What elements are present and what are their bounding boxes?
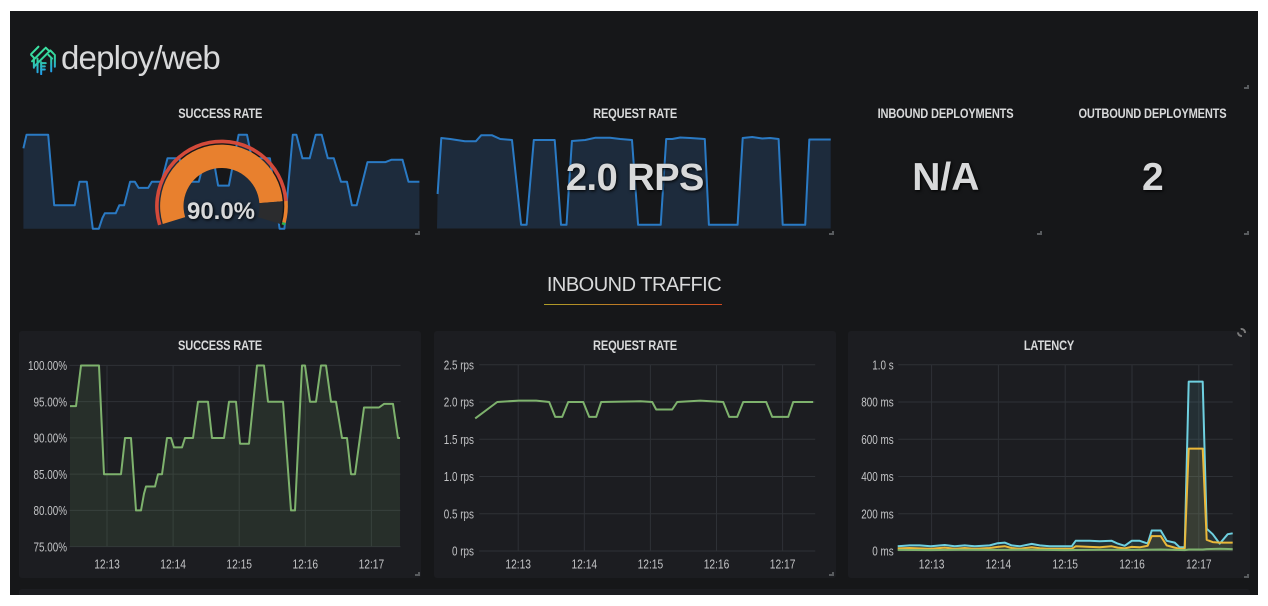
svg-text:400 ms: 400 ms [862, 469, 895, 484]
svg-text:600 ms: 600 ms [862, 432, 895, 447]
svg-text:12:13: 12:13 [94, 556, 120, 571]
svg-text:2.0 rps: 2.0 rps [444, 394, 475, 409]
svg-text:75.00%: 75.00% [34, 539, 68, 554]
svg-text:85.00%: 85.00% [34, 466, 68, 481]
svg-text:0 rps: 0 rps [452, 543, 474, 558]
svg-text:12:15: 12:15 [1053, 556, 1079, 571]
svg-text:90.00%: 90.00% [34, 430, 68, 445]
svg-text:12:16: 12:16 [293, 556, 319, 571]
svg-text:12:14: 12:14 [986, 556, 1012, 571]
svg-text:12:15: 12:15 [637, 556, 663, 571]
svg-text:95.00%: 95.00% [34, 394, 68, 409]
svg-text:0 ms: 0 ms [873, 543, 895, 558]
svg-text:200 ms: 200 ms [862, 506, 895, 521]
svg-text:12:13: 12:13 [505, 556, 531, 571]
svg-text:80.00%: 80.00% [34, 503, 68, 518]
svg-text:12:16: 12:16 [703, 556, 729, 571]
svg-text:12:17: 12:17 [1186, 556, 1212, 571]
svg-text:12:14: 12:14 [160, 556, 186, 571]
svg-text:12:13: 12:13 [919, 556, 945, 571]
svg-text:1.0 s: 1.0 s [873, 357, 895, 372]
svg-text:12:17: 12:17 [770, 556, 796, 571]
svg-text:100.00%: 100.00% [28, 358, 67, 373]
svg-text:0.5 rps: 0.5 rps [444, 506, 475, 521]
svg-text:12:17: 12:17 [359, 556, 385, 571]
svg-text:1.0 rps: 1.0 rps [444, 469, 475, 484]
svg-text:12:15: 12:15 [226, 556, 252, 571]
svg-text:12:16: 12:16 [1119, 556, 1145, 571]
svg-text:800 ms: 800 ms [862, 394, 895, 409]
svg-text:1.5 rps: 1.5 rps [444, 432, 475, 447]
svg-text:12:14: 12:14 [571, 556, 597, 571]
svg-text:2.5 rps: 2.5 rps [444, 357, 475, 372]
